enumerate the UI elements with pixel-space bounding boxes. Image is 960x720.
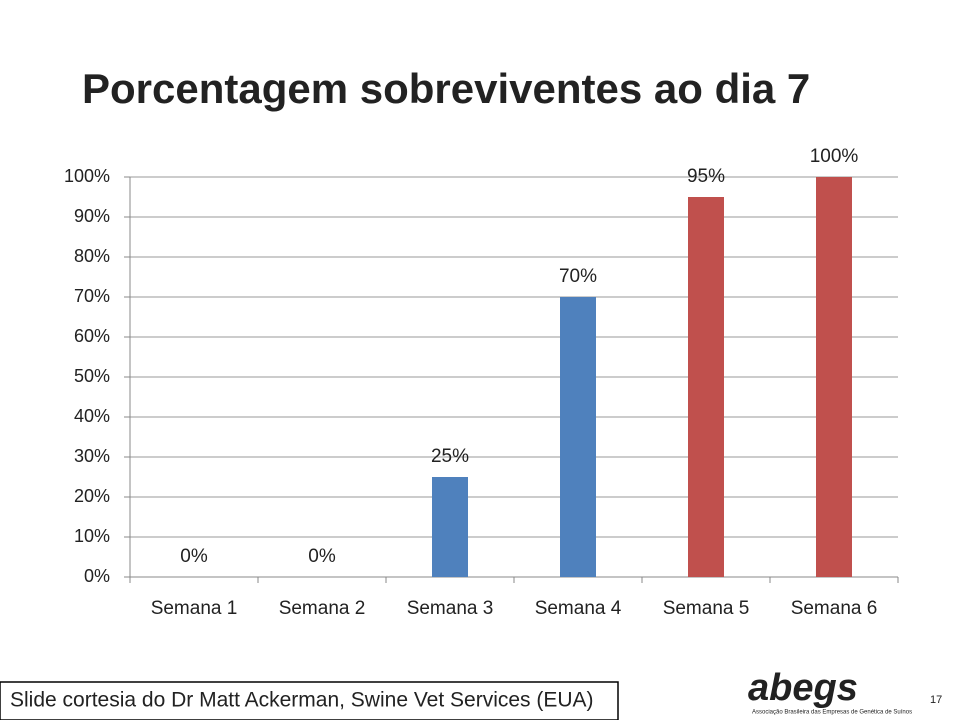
x-tick-label: Semana 1 xyxy=(151,598,238,619)
credit-box xyxy=(0,681,619,720)
y-tick-label: 50% xyxy=(74,366,110,386)
bar xyxy=(816,177,852,577)
value-label: 70% xyxy=(559,266,597,287)
y-tick-label: 40% xyxy=(74,406,110,426)
value-label: 95% xyxy=(687,166,725,187)
credit: Slide cortesia do Dr Matt Ackerman, Swin… xyxy=(10,689,594,712)
value-label: 0% xyxy=(180,546,208,567)
y-tick-label: 20% xyxy=(74,486,110,506)
x-tick-label: Semana 4 xyxy=(535,598,622,619)
y-tick-label: 70% xyxy=(74,286,110,306)
bar xyxy=(432,477,468,577)
y-tick-label: 30% xyxy=(74,446,110,466)
bar xyxy=(688,197,724,577)
value-label: 0% xyxy=(308,546,336,567)
y-tick-label: 0% xyxy=(84,566,110,586)
y-tick-label: 100% xyxy=(64,166,110,186)
x-tick-label: Semana 3 xyxy=(407,598,494,619)
logo: abegs xyxy=(748,667,858,709)
x-tick-label: Semana 5 xyxy=(663,598,750,619)
x-tick-label: Semana 2 xyxy=(279,598,366,619)
page-number: 17 xyxy=(930,694,942,706)
y-tick-label: 60% xyxy=(74,326,110,346)
y-tick-label: 10% xyxy=(74,526,110,546)
logo-subtitle: Associação Brasileira das Empresas de Ge… xyxy=(752,710,912,716)
chart-title: Porcentagem sobreviventes ao dia 7 xyxy=(82,65,810,112)
y-tick-label: 90% xyxy=(74,206,110,226)
value-label: 25% xyxy=(431,446,469,467)
value-label: 100% xyxy=(810,146,859,167)
x-tick-label: Semana 6 xyxy=(791,598,878,619)
bar xyxy=(560,297,596,577)
y-tick-label: 80% xyxy=(74,246,110,266)
